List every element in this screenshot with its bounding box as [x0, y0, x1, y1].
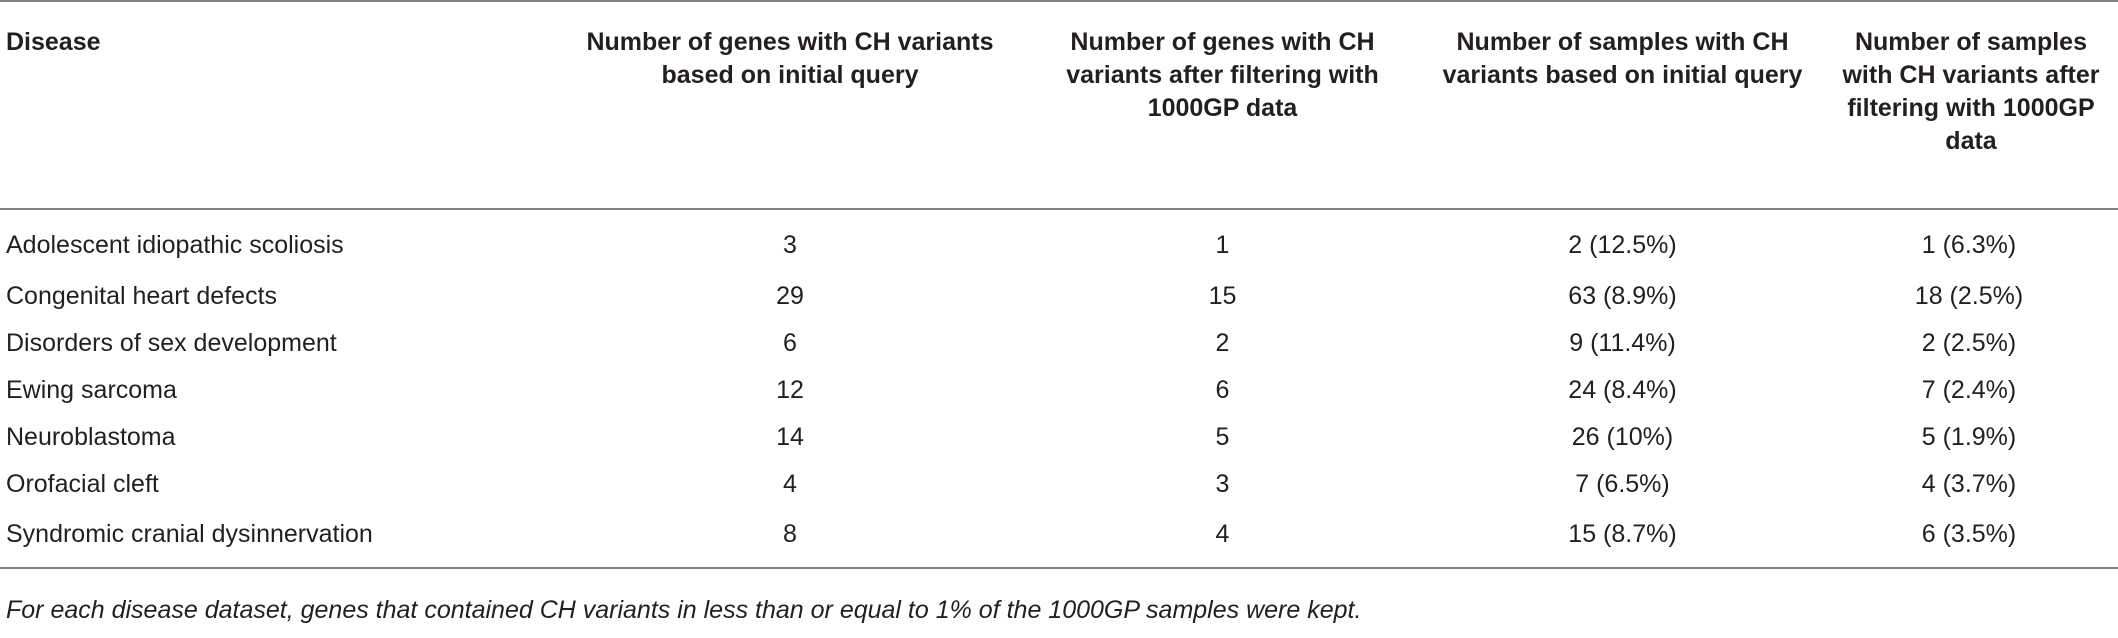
column-header-samples-filtered: Number of samples with CH variants after… — [1820, 0, 2118, 210]
table-row: Neuroblastoma 14 5 26 (10%) 5 (1.9%) — [0, 414, 2118, 461]
cell-samples-initial: 63 (8.9%) — [1568, 282, 1677, 310]
cell-genes-filtered: 6 — [1215, 376, 1230, 404]
cell-disease: Congenital heart defects — [6, 282, 278, 310]
cell-genes-initial: 4 — [783, 470, 797, 498]
cell-samples-initial: 2 (12.5%) — [1568, 231, 1677, 259]
table-row: Adolescent idiopathic scoliosis 3 1 2 (1… — [0, 209, 2118, 273]
cell-genes-filtered: 3 — [1215, 470, 1230, 498]
cell-samples-initial: 7 (6.5%) — [1575, 470, 1670, 498]
column-header-genes-filtered: Number of genes with CH variants after f… — [1020, 0, 1425, 210]
cell-disease: Disorders of sex development — [6, 329, 337, 357]
cell-genes-filtered: 1 — [1215, 231, 1230, 259]
cell-disease: Orofacial cleft — [6, 470, 159, 498]
table-row: Congenital heart defects 29 15 63 (8.9%)… — [0, 273, 2118, 320]
cell-genes-filtered: 5 — [1215, 423, 1230, 451]
cell-samples-filtered: 5 (1.9%) — [1921, 423, 2017, 451]
cell-genes-filtered: 15 — [1208, 282, 1237, 310]
cell-disease: Syndromic cranial dysinnervation — [0, 508, 560, 569]
cell-samples-filtered: 18 (2.5%) — [1914, 282, 2024, 310]
cell-genes-filtered: 4 — [1020, 508, 1425, 569]
cell-samples-filtered: 4 (3.7%) — [1921, 470, 2017, 498]
cell-samples-filtered: 1 (6.3%) — [1921, 231, 2017, 259]
cell-samples-initial: 26 (10%) — [1571, 423, 1674, 451]
cell-genes-filtered: 2 — [1215, 329, 1230, 357]
cell-samples-initial: 24 (8.4%) — [1568, 376, 1677, 404]
table-header-row: Disease Number of genes with CH variants… — [0, 0, 2118, 210]
cell-samples-initial: 9 (11.4%) — [1569, 329, 1676, 357]
table-row: Orofacial cleft 4 3 7 (6.5%) 4 (3.7%) — [0, 461, 2118, 508]
table-row: Syndromic cranial dysinnervation 8 4 15 … — [0, 508, 2118, 569]
cell-genes-initial: 3 — [783, 231, 797, 259]
cell-genes-initial: 14 — [776, 423, 804, 451]
cell-genes-initial: 6 — [783, 329, 797, 357]
ch-variants-table: Disease Number of genes with CH variants… — [0, 0, 2118, 569]
table-row: Disorders of sex development 6 2 9 (11.4… — [0, 320, 2118, 367]
table-row: Ewing sarcoma 12 6 24 (8.4%) 7 (2.4%) — [0, 367, 2118, 414]
cell-samples-filtered: 7 (2.4%) — [1921, 376, 2017, 404]
cell-genes-initial: 29 — [776, 282, 804, 310]
cell-samples-initial: 15 (8.7%) — [1425, 508, 1820, 569]
results-table-container: Disease Number of genes with CH variants… — [0, 0, 2118, 569]
cell-disease: Adolescent idiopathic scoliosis — [6, 231, 344, 259]
cell-samples-filtered: 2 (2.5%) — [1921, 329, 2017, 357]
cell-disease: Neuroblastoma — [6, 423, 176, 451]
column-header-disease: Disease — [0, 0, 560, 210]
column-header-samples-initial: Number of samples with CH variants based… — [1425, 0, 1820, 210]
cell-genes-initial: 8 — [560, 508, 1020, 569]
cell-samples-filtered: 6 (3.5%) — [1820, 508, 2118, 569]
cell-genes-initial: 12 — [776, 376, 804, 404]
cell-disease: Ewing sarcoma — [6, 376, 177, 404]
column-header-genes-initial: Number of genes with CH variants based o… — [560, 0, 1020, 210]
table-footnote: For each disease dataset, genes that con… — [6, 596, 1362, 624]
